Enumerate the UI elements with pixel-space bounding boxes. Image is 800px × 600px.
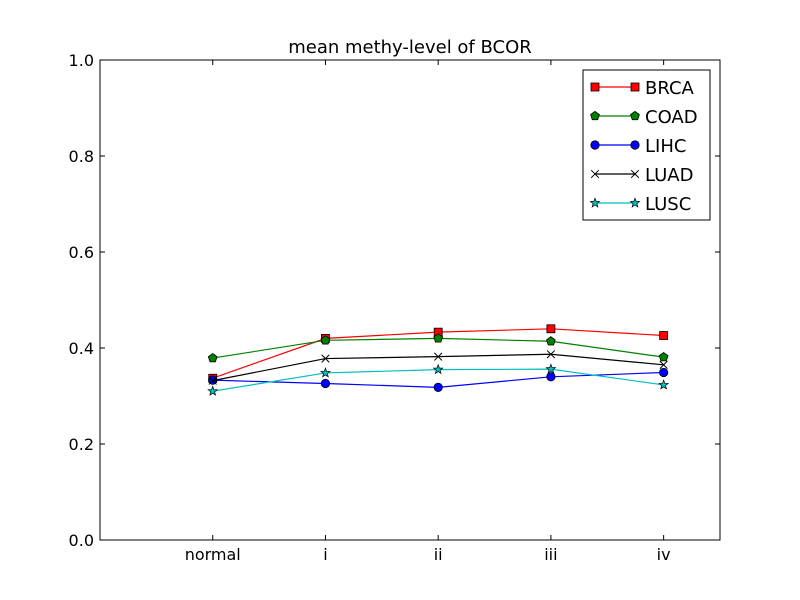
- legend-marker-left: [590, 82, 600, 92]
- data-point-lihc-ii: [433, 382, 443, 392]
- x-tick-label: iv: [657, 545, 671, 564]
- y-tick-label: 0.8: [69, 147, 94, 166]
- data-point-coad-iv: [658, 352, 669, 362]
- y-tick-label: 0.0: [69, 531, 94, 550]
- data-point-brca-iii: [546, 324, 556, 334]
- x-tick-label: ii: [434, 545, 443, 564]
- legend-entry-coad: COAD: [590, 107, 698, 128]
- legend-marker-left: [590, 169, 600, 179]
- x-tick-label: i: [323, 545, 327, 564]
- legend: BRCA COAD LIHC LUAD LUSC: [582, 69, 711, 221]
- data-point-lusc-ii: [432, 363, 444, 375]
- legend-marker-left: [590, 110, 600, 121]
- axes-frame: [99, 59, 721, 541]
- legend-entry-brca: BRCA: [590, 78, 695, 99]
- data-point-luad-i: [321, 354, 330, 363]
- series-coad: [207, 333, 669, 363]
- data-point-brca-iv: [659, 331, 669, 340]
- legend-marker-left: [590, 140, 600, 150]
- legend-marker-left: [589, 197, 601, 208]
- data-point-lusc-iv: [658, 379, 670, 390]
- plot-area: [207, 324, 670, 396]
- data-point-coad-i: [320, 335, 331, 345]
- y-tick-label: 1.0: [69, 51, 94, 70]
- data-point-lusc-iii: [545, 363, 557, 374]
- y-tick-label: 0.6: [69, 243, 94, 262]
- legend-entry-lihc: LIHC: [590, 136, 686, 157]
- x-tick-label: normal: [185, 545, 241, 564]
- data-point-lihc-iii: [546, 372, 556, 382]
- data-point-coad-iii: [546, 336, 556, 346]
- data-point-lusc-i: [319, 367, 331, 378]
- series-lusc: [207, 363, 670, 396]
- data-point-luad-iii: [546, 350, 556, 359]
- data-point-lusc-normal: [207, 385, 219, 396]
- legend-entry-lusc: LUSC: [589, 194, 691, 215]
- series-luad: [208, 350, 668, 385]
- legend-label: LUAD: [645, 165, 693, 186]
- legend-marker-right: [630, 169, 640, 179]
- axis-ticks: normal i ii iii iv0.00.20.40.60.81.0: [69, 51, 720, 564]
- x-tick-label: iii: [544, 545, 557, 564]
- legend-marker-right: [630, 140, 640, 150]
- data-point-coad-ii: [433, 333, 444, 343]
- data-point-lihc-i: [320, 378, 331, 389]
- legend-marker-right: [630, 82, 640, 92]
- data-point-luad-iv: [659, 360, 668, 369]
- legend-marker-right: [629, 197, 641, 208]
- data-point-lihc-iv: [659, 367, 669, 378]
- chart-title: mean methy-level of BCOR: [288, 37, 532, 58]
- legend-entry-luad: LUAD: [590, 165, 693, 186]
- legend-label: LUSC: [645, 194, 691, 215]
- legend-marker-right: [630, 110, 640, 121]
- y-tick-label: 0.2: [69, 435, 94, 454]
- data-point-luad-normal: [208, 376, 217, 385]
- data-point-coad-normal: [207, 352, 218, 363]
- legend-label: LIHC: [645, 136, 686, 157]
- data-point-luad-ii: [434, 352, 443, 361]
- y-tick-label: 0.4: [69, 339, 94, 358]
- legend-label: COAD: [645, 107, 698, 128]
- legend-label: BRCA: [645, 78, 695, 99]
